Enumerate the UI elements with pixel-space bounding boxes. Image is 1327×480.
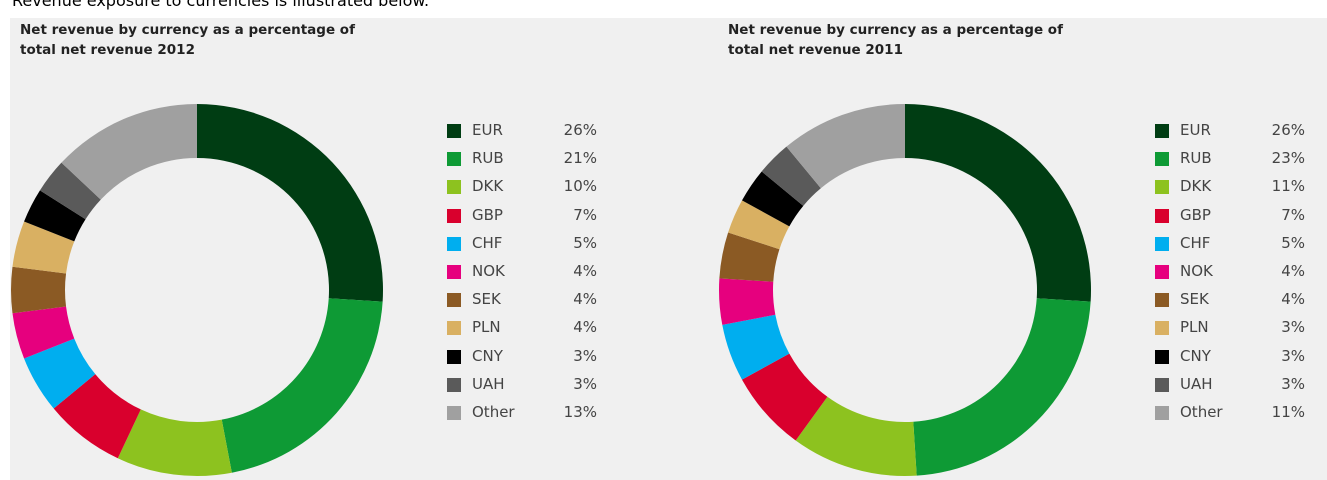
donut-segment (117, 409, 232, 476)
legend-value: 26% (563, 121, 597, 139)
legend-swatch (1155, 293, 1169, 308)
chart-title: Net revenue by currency as a percentage … (728, 22, 1063, 58)
legend-swatch (447, 349, 461, 364)
legend-value: 21% (563, 149, 597, 168)
legend-label: UAH (472, 374, 505, 393)
legend-value: 5% (573, 233, 597, 252)
legend-label: DKK (472, 177, 504, 196)
donut-segment (61, 104, 197, 200)
legend-value: 3% (573, 346, 597, 365)
legend-label: DKK (1180, 177, 1212, 196)
legend-swatch (1155, 208, 1169, 223)
donut-segment (742, 353, 828, 441)
panel: Net revenue by currency as a percentage … (10, 18, 1327, 480)
donut-segment (786, 104, 905, 189)
legend-value: 3% (1281, 346, 1305, 365)
legend-swatch (1155, 180, 1169, 195)
legend-label: PLN (1180, 318, 1209, 337)
legend-value: 7% (573, 205, 597, 224)
legend-label: CHF (472, 233, 503, 252)
donut-segment (11, 266, 67, 314)
legend-swatch (1155, 321, 1169, 336)
legend-label: RUB (472, 149, 504, 168)
legend-label: UAH (1180, 374, 1213, 393)
legend-label: Other (1180, 403, 1223, 421)
chart-title: Net revenue by currency as a percentage … (20, 22, 355, 58)
legend-swatch (447, 406, 461, 420)
legend-value: 4% (1281, 290, 1305, 309)
donut-segment (905, 104, 1091, 302)
donut (11, 104, 383, 476)
donut-segment (795, 396, 917, 476)
donut-segment (913, 298, 1091, 476)
legend-swatch (447, 321, 461, 336)
chart: Net revenue by currency as a percentage … (718, 18, 1327, 480)
heading: Revenue exposure to currencies is illust… (12, 0, 430, 10)
legend-value: 5% (1281, 233, 1305, 252)
legend-label: GBP (1180, 205, 1211, 224)
donut-segment (728, 200, 790, 250)
donut-segment (742, 171, 804, 227)
legend-value: 13% (563, 403, 597, 421)
donut-segment (221, 298, 383, 473)
legend-label: PLN (472, 318, 501, 337)
legend-swatch (1155, 377, 1169, 392)
legend-value: 11% (1271, 403, 1305, 421)
legend-swatch (447, 152, 461, 167)
donut-segment (722, 314, 790, 380)
legend-value: 4% (573, 262, 597, 280)
legend-label: RUB (1180, 149, 1212, 168)
legend-label: Other (472, 403, 515, 421)
donut-segment (12, 221, 75, 274)
legend-swatch (447, 180, 461, 195)
donut-segment (24, 338, 96, 409)
legend-label: EUR (472, 121, 503, 139)
legend-label: NOK (472, 262, 505, 280)
legend-swatch (447, 293, 461, 308)
donut-segment (24, 190, 86, 242)
legend-value: 3% (573, 374, 597, 393)
legend-swatch (1155, 152, 1169, 167)
legend-value: 3% (1281, 318, 1305, 337)
legend-swatch (1155, 265, 1169, 279)
legend-value: 11% (1271, 177, 1305, 196)
legend-label: NOK (1180, 262, 1213, 280)
legend-value: 3% (1281, 374, 1305, 393)
legend-swatch (1155, 406, 1169, 420)
donut-segment (39, 162, 101, 220)
legend-label: EUR (1180, 121, 1211, 139)
chart: Net revenue by currency as a percentage … (10, 18, 710, 480)
legend-label: SEK (1180, 290, 1209, 309)
legend-swatch (447, 236, 461, 251)
legend-swatch (1155, 236, 1169, 251)
donut-segment (12, 306, 75, 359)
donut-segment (53, 374, 141, 459)
donut-segment (197, 104, 383, 302)
legend-swatch (447, 124, 461, 138)
legend-value: 23% (1271, 149, 1305, 168)
donut-segment (719, 278, 776, 325)
legend-value: 26% (1271, 121, 1305, 139)
legend-value: 4% (1281, 262, 1305, 280)
legend-value: 10% (563, 177, 597, 196)
donut-segment (761, 146, 821, 206)
donut (719, 104, 1091, 476)
legend-label: SEK (472, 290, 501, 309)
legend-value: 4% (573, 290, 597, 309)
legend-value: 7% (1281, 205, 1305, 224)
legend-swatch (1155, 124, 1169, 138)
legend-swatch (1155, 349, 1169, 364)
legend-label: CNY (1180, 346, 1211, 365)
legend-label: CHF (1180, 233, 1211, 252)
legend-label: CNY (472, 346, 503, 365)
legend-value: 4% (573, 318, 597, 337)
legend-swatch (447, 377, 461, 392)
legend-swatch (447, 208, 461, 223)
legend-label: GBP (472, 205, 503, 224)
legend-swatch (447, 265, 461, 279)
donut-segment (719, 232, 780, 282)
